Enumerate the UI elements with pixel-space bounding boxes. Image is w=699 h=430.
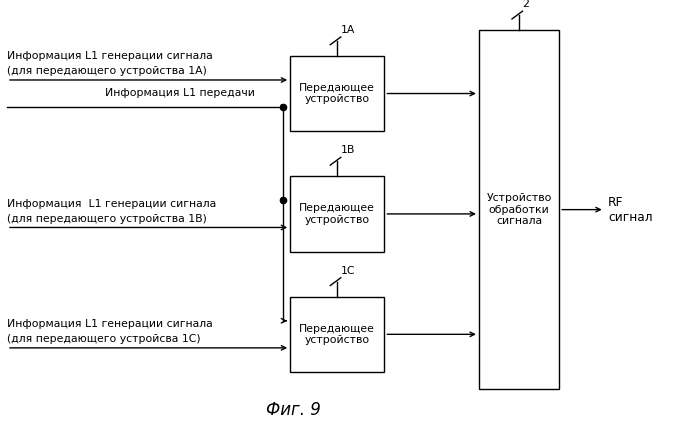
Text: Информация  L1 генерации сигнала: Информация L1 генерации сигнала (7, 199, 216, 209)
Text: Устройство
обработки
сигнала: Устройство обработки сигнала (487, 193, 552, 226)
Text: (для передающего устройсва 1С): (для передающего устройсва 1С) (7, 334, 201, 344)
Text: Фиг. 9: Фиг. 9 (266, 401, 321, 419)
Bar (290, 297, 384, 372)
Text: 1B: 1B (341, 145, 355, 155)
Text: Передающее
устройство: Передающее устройство (299, 83, 375, 104)
Text: (для передающего устройства 1А): (для передающего устройства 1А) (7, 66, 207, 77)
Text: Передающее
устройство: Передающее устройство (299, 323, 375, 345)
Text: Информация L1 передачи: Информация L1 передачи (105, 89, 255, 98)
Bar (479, 30, 559, 389)
Text: Передающее
устройство: Передающее устройство (299, 203, 375, 225)
Text: (для передающего устройства 1В): (для передающего устройства 1В) (7, 214, 207, 224)
Text: RF
сигнал: RF сигнал (608, 196, 653, 224)
Bar (290, 176, 384, 252)
Bar (290, 56, 384, 131)
Text: 1A: 1A (341, 25, 355, 35)
Text: Информация L1 генерации сигнала: Информация L1 генерации сигнала (7, 319, 212, 329)
Text: Информация L1 генерации сигнала: Информация L1 генерации сигнала (7, 51, 212, 61)
Text: 1C: 1C (341, 266, 355, 276)
Text: 2: 2 (523, 0, 529, 9)
